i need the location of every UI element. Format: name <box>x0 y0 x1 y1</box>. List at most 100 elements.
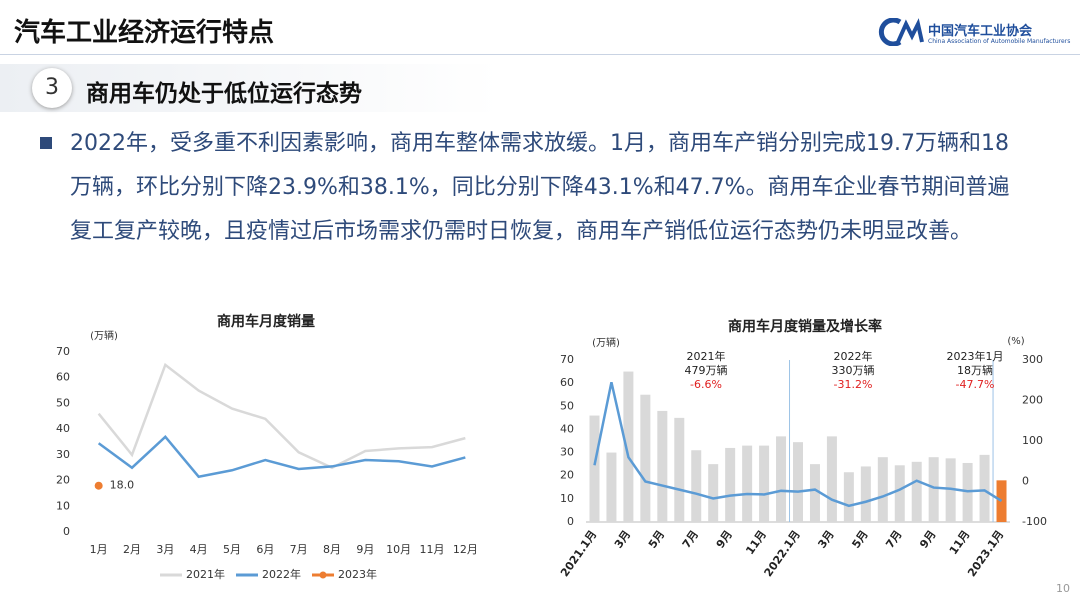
x-tick-label: 7月 <box>883 528 904 551</box>
y-tick-label: 50 <box>56 396 70 409</box>
annotation-change: -31.2% <box>834 378 873 391</box>
bar <box>725 447 736 522</box>
x-tick-label: 11月 <box>947 528 973 557</box>
value-label: 18.0 <box>110 479 134 492</box>
chart-title: 商用车月度销量及增长率 <box>728 318 882 335</box>
annotation-total: 18万辆 <box>957 363 993 377</box>
y-tick-label: 10 <box>56 499 70 512</box>
bar <box>877 457 888 522</box>
x-tick-label: 5月 <box>646 528 667 551</box>
x-tick-label: 4月 <box>190 543 208 556</box>
y2-tick-label: 0 <box>1022 475 1029 488</box>
annotation-title: 2023年1月 <box>947 349 1004 363</box>
section-title: 商用车仍处于低位运行态势 <box>86 81 362 107</box>
y-tick-label: 60 <box>560 376 574 389</box>
x-tick-label: 9月 <box>714 528 735 551</box>
y-tick-label: 40 <box>560 422 574 435</box>
bar <box>945 458 956 522</box>
y-tick-label: 70 <box>560 353 574 366</box>
bar <box>640 394 651 522</box>
y-tick-label: 20 <box>560 469 574 482</box>
y-tick-label: 20 <box>56 474 70 487</box>
bar <box>962 462 973 522</box>
x-tick-label: 3月 <box>156 543 174 556</box>
y2-tick-label: 300 <box>1022 353 1043 366</box>
x-tick-label: 2021.1月 <box>558 528 599 579</box>
x-tick-label: 3月 <box>612 528 633 551</box>
x-tick-label: 6月 <box>256 543 274 556</box>
y-tick-label: 40 <box>56 422 70 435</box>
x-tick-label: 5月 <box>849 528 870 551</box>
bar <box>657 410 668 522</box>
bar <box>708 464 719 522</box>
bar <box>793 442 803 522</box>
y2-tick-label: 100 <box>1022 434 1043 447</box>
y-unit: (万辆) <box>592 336 620 349</box>
bar <box>759 445 770 522</box>
bar <box>911 461 922 522</box>
section-number: 3 <box>32 68 72 108</box>
x-tick-label: 9月 <box>356 543 374 556</box>
bar <box>674 417 685 522</box>
bar <box>691 450 702 522</box>
x-tick-label: 5月 <box>223 543 241 556</box>
y-tick-label: 30 <box>56 448 70 461</box>
bar <box>776 436 787 522</box>
annotation-title: 2021年 <box>687 349 726 363</box>
series-line <box>97 362 466 470</box>
y2-tick-label: -100 <box>1022 515 1047 528</box>
x-tick-label: 8月 <box>323 543 341 556</box>
bar <box>809 464 820 522</box>
point <box>94 481 103 490</box>
chart-title: 商用车月度销量 <box>217 313 315 330</box>
series-line <box>97 435 466 479</box>
bar <box>742 445 753 522</box>
y-unit: (万辆) <box>90 329 118 342</box>
x-tick-label: 3月 <box>815 528 836 551</box>
series-line <box>593 381 1003 508</box>
x-tick-label: 10月 <box>386 543 411 556</box>
y-tick-label: 70 <box>56 345 70 358</box>
bar <box>606 452 617 522</box>
bar <box>623 371 634 522</box>
bar <box>589 415 600 522</box>
page-title: 汽车工业经济运行特点 <box>14 18 275 48</box>
y-tick-label: 60 <box>56 371 70 384</box>
x-tick-label: 7月 <box>290 543 308 556</box>
annotation-change: -6.6% <box>690 378 722 391</box>
y-tick-label: 10 <box>560 492 574 505</box>
y-tick-label: 0 <box>63 525 70 538</box>
x-tick-label: 12月 <box>453 543 478 556</box>
logo-mark <box>878 17 924 47</box>
bar <box>826 436 837 522</box>
annotation-title: 2022年 <box>834 349 873 363</box>
y2-tick-label: 200 <box>1022 394 1043 407</box>
bar <box>928 457 939 522</box>
annotation-change: -47.7% <box>956 378 995 391</box>
y2-unit: (%) <box>1007 336 1024 347</box>
org-name-en: China Association of Automobile Manufact… <box>928 38 1071 45</box>
paragraph: 2022年，受多重不利因素影响，商用车整体需求放缓。1月，商用车产销分别完成19… <box>70 131 1010 244</box>
bar <box>996 480 1007 522</box>
y-tick-label: 0 <box>567 515 574 528</box>
section-band <box>0 64 500 112</box>
legend-marker <box>319 571 327 579</box>
x-tick-label: 11月 <box>420 543 445 556</box>
legend-label: 2022年 <box>262 567 301 581</box>
bar <box>843 472 854 522</box>
x-tick-label: 2月 <box>123 543 141 556</box>
bar <box>979 454 990 522</box>
legend-label: 2023年 <box>338 567 377 581</box>
x-tick-label: 11月 <box>743 528 769 557</box>
org-name: 中国汽车工业协会 <box>928 24 1033 39</box>
legend-label: 2021年 <box>186 567 225 581</box>
annotation-total: 330万辆 <box>832 363 875 377</box>
logo <box>878 17 924 47</box>
header-rule <box>0 54 1080 55</box>
y-tick-label: 50 <box>560 399 574 412</box>
x-tick-label: 9月 <box>917 528 938 551</box>
x-tick-label: 7月 <box>680 528 701 551</box>
x-tick-label: 1月 <box>90 543 108 556</box>
y-tick-label: 30 <box>560 446 574 459</box>
